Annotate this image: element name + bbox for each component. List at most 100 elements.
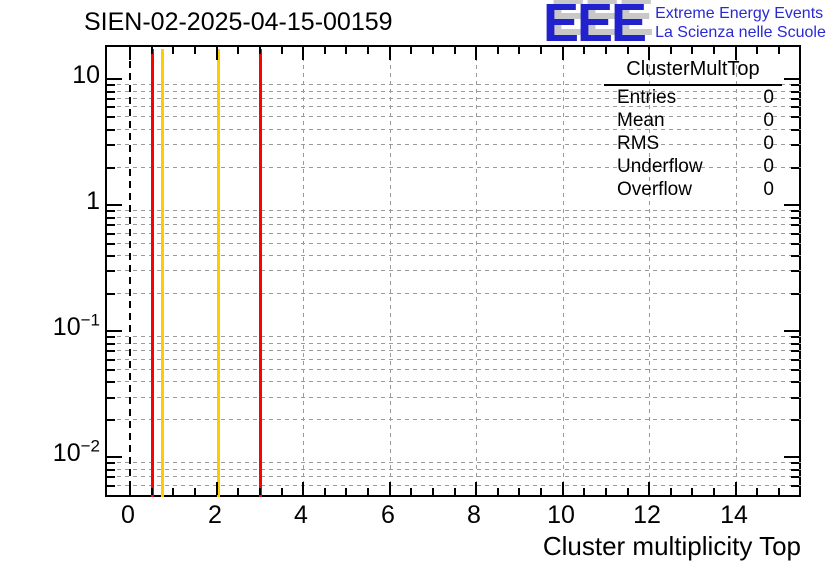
y-minor-tick-right <box>791 84 799 86</box>
x-major-tick-top <box>216 47 218 60</box>
x-minor-tick-top <box>540 47 542 54</box>
h-gridline <box>109 106 801 107</box>
x-major-tick <box>216 482 218 495</box>
x-minor-tick-top <box>778 47 780 54</box>
y-minor-tick-right <box>791 98 799 100</box>
h-gridline <box>109 397 801 398</box>
x-major-tick-top <box>475 47 477 60</box>
eee-logo: EEE Extreme Energy Events La Scienza nel… <box>543 0 826 50</box>
x-minor-tick <box>324 488 326 495</box>
x-minor-tick <box>454 488 456 495</box>
v-gridline <box>390 49 391 497</box>
x-minor-tick-top <box>713 47 715 54</box>
x-major-tick <box>562 482 564 495</box>
h-gridline <box>109 350 801 351</box>
y-minor-tick-right <box>791 476 799 478</box>
yellow-threshold-high <box>217 49 220 497</box>
x-minor-tick <box>367 488 369 495</box>
y-minor-tick <box>107 233 115 235</box>
y-minor-tick-right <box>791 419 799 421</box>
x-tick-label: 6 <box>381 501 395 529</box>
x-minor-tick <box>691 488 693 495</box>
y-minor-tick-right <box>791 243 799 245</box>
x-minor-tick-top <box>627 47 629 54</box>
x-minor-tick <box>259 488 261 495</box>
h-gridline <box>109 91 801 92</box>
x-minor-tick <box>756 488 758 495</box>
y-minor-tick <box>107 116 115 118</box>
h-gridline <box>109 343 801 344</box>
y-minor-tick <box>107 462 115 464</box>
h-gridline <box>109 233 801 234</box>
x-major-tick-top <box>648 47 650 60</box>
y-minor-tick-right <box>791 397 799 399</box>
x-major-tick-top <box>562 47 564 60</box>
v-gridline <box>736 49 737 497</box>
y-minor-tick-right <box>791 469 799 471</box>
yellow-threshold-low <box>161 49 164 497</box>
v-gridline <box>563 49 564 497</box>
stats-row-label: Underflow <box>617 156 703 177</box>
y-major-tick-right <box>784 330 799 332</box>
x-minor-tick-top <box>410 47 412 54</box>
h-gridline <box>109 217 801 218</box>
x-minor-tick-top <box>281 47 283 54</box>
y-minor-tick <box>107 469 115 471</box>
x-minor-tick <box>410 488 412 495</box>
x-major-tick <box>129 482 131 495</box>
zero-dashed-line <box>129 49 131 497</box>
y-minor-tick-right <box>791 270 799 272</box>
y-minor-tick-right <box>791 381 799 383</box>
x-tick-label: 4 <box>294 501 308 529</box>
x-minor-tick-top <box>237 47 239 54</box>
v-gridline <box>476 49 477 497</box>
x-minor-tick <box>540 488 542 495</box>
x-minor-tick-top <box>151 47 153 54</box>
h-gridline <box>109 270 801 271</box>
y-minor-tick <box>107 144 115 146</box>
stats-row-label: Overflow <box>617 179 692 200</box>
h-gridline <box>109 84 801 85</box>
y-minor-tick <box>107 381 115 383</box>
x-major-tick <box>389 482 391 495</box>
stats-row-label: RMS <box>617 133 660 154</box>
y-minor-tick-right <box>791 144 799 146</box>
h-gridline <box>109 485 801 486</box>
x-minor-tick-top <box>454 47 456 54</box>
x-axis-title: Cluster multiplicity Top <box>542 531 801 561</box>
x-minor-tick <box>605 488 607 495</box>
stats-row: Entries 0 <box>604 86 782 109</box>
y-minor-tick <box>107 336 115 338</box>
x-tick-label: 8 <box>467 501 481 529</box>
x-minor-tick <box>151 488 153 495</box>
stats-row-label: Mean <box>617 110 665 131</box>
x-major-tick-top <box>389 47 391 60</box>
h-gridline <box>109 224 801 225</box>
y-major-tick <box>107 204 122 206</box>
y-minor-tick <box>107 217 115 219</box>
y-major-tick-right <box>784 78 799 80</box>
y-minor-tick <box>107 369 115 371</box>
y-major-tick <box>107 330 122 332</box>
x-minor-tick <box>627 488 629 495</box>
x-minor-tick <box>670 488 672 495</box>
h-gridline <box>109 98 801 99</box>
stats-row-value: 0 <box>763 87 774 108</box>
y-minor-tick-right <box>791 91 799 93</box>
y-tick-label: 10−1 <box>52 310 100 341</box>
h-gridline <box>109 210 801 211</box>
x-major-tick-top <box>735 47 737 60</box>
x-minor-tick-top <box>345 47 347 54</box>
x-minor-tick-top <box>670 47 672 54</box>
y-minor-tick-right <box>791 293 799 295</box>
h-gridline <box>109 462 801 463</box>
h-gridline <box>109 381 801 382</box>
red-threshold-low <box>151 49 154 497</box>
eee-logo-line2: La Scienza nelle Scuole <box>655 24 826 41</box>
stats-row-value: 0 <box>763 179 774 200</box>
x-minor-tick-top <box>259 47 261 54</box>
x-minor-tick <box>237 488 239 495</box>
y-minor-tick-right <box>791 350 799 352</box>
stats-row-label: Entries <box>617 87 677 108</box>
stats-box-title: ClusterMultTop <box>626 58 760 80</box>
